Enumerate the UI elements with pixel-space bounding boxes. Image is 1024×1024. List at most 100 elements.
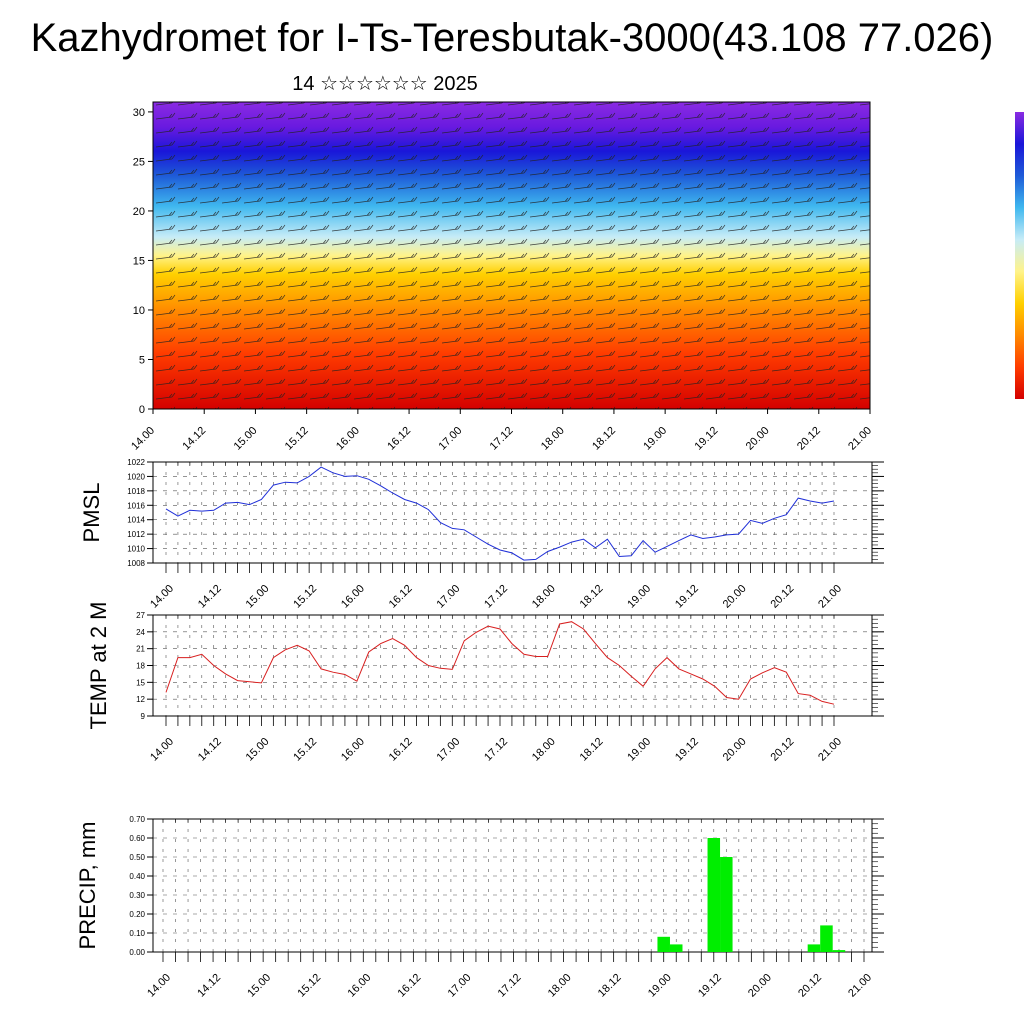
y-tick-label: 1016 <box>127 501 145 510</box>
precip-bar <box>832 950 846 952</box>
pmsl-ylabel: PMSL <box>79 483 104 543</box>
y-tick-label: 0.40 <box>129 872 145 881</box>
y-tick-label: 24 <box>136 628 145 637</box>
precip-panel: 0.00 0.10 0.20 0.30 0.40 0.50 0.60 0.70 14.00 14.… <box>75 815 884 1000</box>
x-tick-label: 20.00 <box>721 583 749 611</box>
y-tick-label: 21 <box>136 645 145 654</box>
x-tick-label: 20.00 <box>721 736 749 764</box>
x-tick-label: 17.00 <box>434 583 462 611</box>
x-tick-label: 19.12 <box>673 583 701 611</box>
wind-barbs <box>153 102 870 409</box>
cs-y-tick-label: 10 <box>133 305 145 317</box>
x-tick-label: 20.12 <box>796 972 824 1000</box>
panel-frame <box>152 461 873 564</box>
pmsl-series-line <box>165 466 835 561</box>
x-tick-label: 17.12 <box>482 736 510 764</box>
x-tick-label: 16.00 <box>339 736 367 764</box>
y-tick-label: 0.50 <box>129 853 145 862</box>
x-tick-label: 19.12 <box>696 972 724 1000</box>
cs-x-tick-label: 17.12 <box>488 425 516 453</box>
cs-y-tick-label: 5 <box>139 354 145 366</box>
precip-bar <box>720 857 733 952</box>
x-tick-label: 14.12 <box>195 972 223 1000</box>
x-tick-label: 19.00 <box>625 583 653 611</box>
temp-series-line <box>165 621 835 705</box>
panel-frame <box>152 818 873 953</box>
x-tick-label: 14.00 <box>148 736 176 764</box>
cs-y-tick-label: 20 <box>133 206 145 218</box>
x-tick-label: 17.00 <box>446 972 474 1000</box>
cs-x-tick-label: 21.00 <box>846 425 874 453</box>
x-tick-label: 14.12 <box>196 583 224 611</box>
x-tick-label: 17.12 <box>482 583 510 611</box>
x-tick-label: 17.00 <box>434 736 462 764</box>
y-tick-label: 0.20 <box>129 910 145 919</box>
cross-section-panel: 0 5 10 15 20 25 30 14.00 14.12 15.00 15.12 16.00 16.… <box>129 101 874 453</box>
y-tick-label: 12 <box>136 695 145 704</box>
y-tick-label: 0.10 <box>129 929 145 938</box>
x-tick-label: 20.12 <box>768 736 796 764</box>
cs-x-tick-label: 15.00 <box>232 425 260 453</box>
cs-y-tick-label: 25 <box>133 156 145 168</box>
cs-x-tick-label: 17.00 <box>436 425 464 453</box>
y-tick-label: 18 <box>136 662 145 671</box>
x-tick-label: 18.12 <box>596 972 624 1000</box>
y-tick-label: 1010 <box>127 545 145 554</box>
x-tick-label: 18.00 <box>546 972 574 1000</box>
y-tick-label: 15 <box>136 678 145 687</box>
x-tick-label: 20.00 <box>746 972 774 1000</box>
x-tick-label: 17.12 <box>496 972 524 1000</box>
x-tick-label: 21.00 <box>816 583 844 611</box>
cs-y-tick-label: 0 <box>139 404 145 416</box>
cs-x-tick-label: 18.00 <box>539 425 567 453</box>
y-tick-label: 27 <box>136 611 145 620</box>
cs-x-tick-label: 14.12 <box>180 425 208 453</box>
y-tick-label: 1018 <box>127 487 145 496</box>
temp-panel: 9 12 15 18 21 24 27 14.00 14.12 15.00 15.12 16.00 16… <box>86 602 884 764</box>
chart-subtitle: 14 ☆☆☆☆☆☆ 2025 <box>292 73 478 95</box>
x-tick-label: 21.00 <box>816 736 844 764</box>
cs-x-tick-label: 18.12 <box>590 425 618 453</box>
x-tick-label: 18.12 <box>578 736 606 764</box>
cs-x-tick-label: 19.00 <box>641 425 669 453</box>
y-tick-label: 1022 <box>127 458 145 467</box>
cs-x-tick-label: 16.00 <box>334 425 362 453</box>
y-tick-label: 0.60 <box>129 834 145 843</box>
precip-ylabel: PRECIP, mm <box>75 822 100 950</box>
cs-x-tick-label: 20.00 <box>744 425 772 453</box>
y-tick-label: 1014 <box>127 516 145 525</box>
x-tick-label: 18.00 <box>530 583 558 611</box>
x-tick-label: 16.00 <box>339 583 367 611</box>
y-tick-label: 0.30 <box>129 891 145 900</box>
pmsl-panel: 1008 1010 1012 1014 1016 1018 1020 1022 14.00 14.… <box>79 458 884 611</box>
x-tick-label: 15.00 <box>245 972 273 1000</box>
y-tick-label: 9 <box>141 712 146 721</box>
precip-bar <box>657 936 670 952</box>
cs-x-tick-label: 20.12 <box>795 425 823 453</box>
precip-bar <box>807 944 821 952</box>
y-tick-label: 1012 <box>127 530 145 539</box>
x-tick-label: 18.12 <box>578 583 606 611</box>
x-tick-label: 16.00 <box>345 972 373 1000</box>
x-tick-label: 15.12 <box>291 583 319 611</box>
cs-x-tick-label: 19.12 <box>693 425 721 453</box>
x-tick-label: 16.12 <box>387 583 415 611</box>
x-tick-label: 15.00 <box>244 736 272 764</box>
x-tick-label: 15.12 <box>291 736 319 764</box>
cs-y-tick-label: 15 <box>133 255 145 267</box>
x-tick-label: 14.00 <box>145 972 173 1000</box>
x-tick-label: 19.00 <box>646 972 674 1000</box>
cs-x-tick-label: 14.00 <box>129 425 157 453</box>
chart-title: Kazhydromet for I-Ts-Teresbutak-3000(43.… <box>30 16 994 60</box>
y-tick-label: 0.00 <box>129 948 145 957</box>
x-tick-label: 14.12 <box>196 736 224 764</box>
x-tick-label: 21.00 <box>846 972 874 1000</box>
temp-ylabel: TEMP at 2 M <box>86 602 111 730</box>
x-tick-label: 19.12 <box>673 736 701 764</box>
x-tick-label: 16.12 <box>387 736 415 764</box>
cs-y-tick-label: 30 <box>133 107 145 119</box>
x-tick-label: 19.00 <box>625 736 653 764</box>
cs-x-tick-label: 16.12 <box>385 425 413 453</box>
colorbar <box>1015 112 1024 399</box>
